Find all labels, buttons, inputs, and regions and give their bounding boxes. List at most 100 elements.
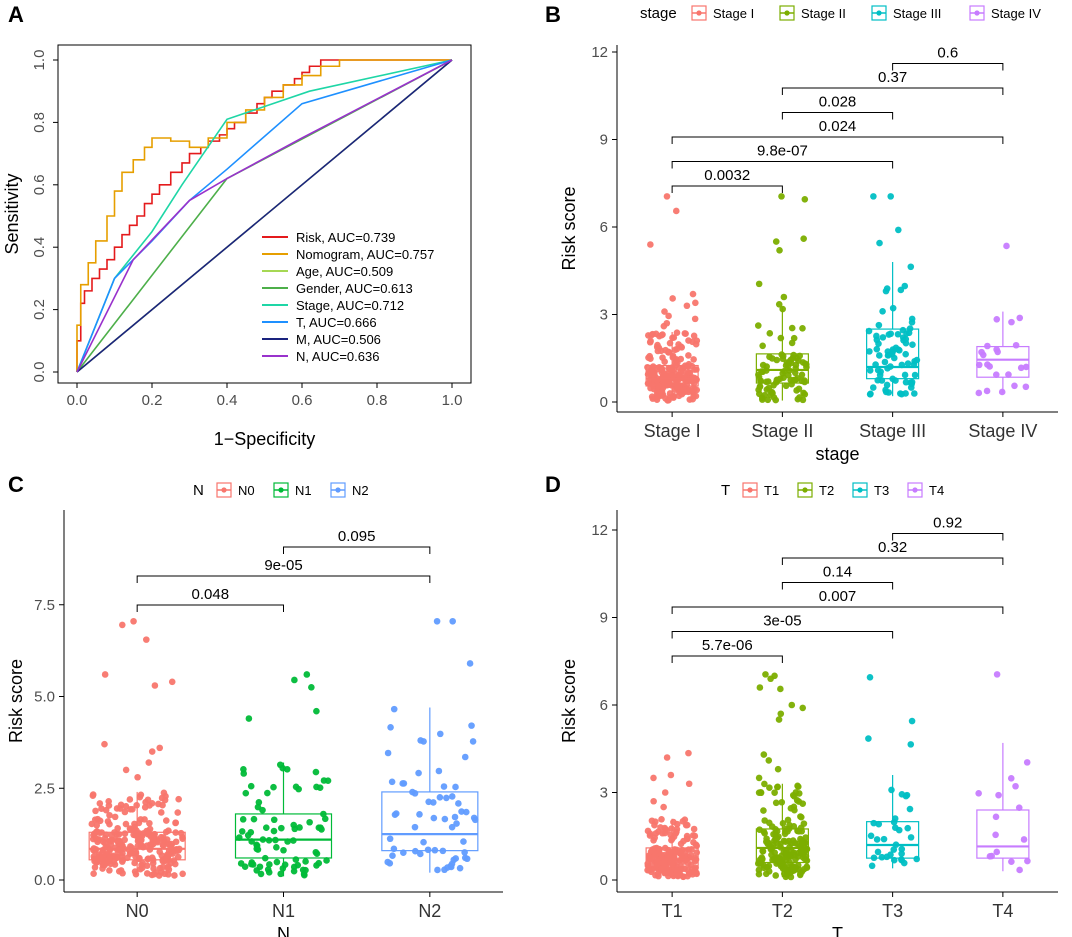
data-point (803, 863, 811, 871)
data-point (764, 396, 772, 404)
data-point (894, 330, 902, 338)
x-category-label: T2 (772, 901, 793, 921)
data-point (387, 724, 394, 731)
data-point (303, 671, 311, 678)
data-point (760, 751, 768, 758)
data-point (660, 322, 668, 330)
data-point (266, 861, 273, 868)
data-point (692, 864, 699, 872)
comparison-bracket (892, 63, 1004, 71)
data-point (975, 361, 983, 369)
data-point (668, 836, 675, 844)
legend-title: stage (640, 5, 677, 22)
y-tick-label: 9 (600, 610, 608, 627)
data-point (801, 377, 808, 384)
data-point (106, 853, 113, 860)
y-tick-label: 12 (591, 522, 608, 539)
data-point (765, 757, 773, 764)
comparison-bracket (671, 136, 1004, 144)
data-point (1016, 866, 1023, 874)
data-point (1012, 341, 1020, 349)
data-point (104, 818, 112, 825)
box-iqr (866, 328, 920, 380)
data-point (693, 366, 700, 373)
data-point (867, 390, 874, 398)
data-point (417, 737, 424, 744)
data-point (675, 364, 683, 372)
legend-label-gender: Gender, AUC=0.613 (296, 281, 413, 296)
data-point (254, 846, 262, 853)
data-point (777, 685, 784, 693)
data-point (131, 859, 138, 867)
data-point (692, 841, 700, 848)
data-point (660, 372, 668, 380)
x-category-label: N1 (272, 901, 295, 921)
p-value-label: 9.8e-07 (757, 143, 808, 160)
data-point (126, 796, 134, 803)
data-point (313, 783, 320, 791)
data-point (647, 337, 654, 345)
legend-key-point (747, 487, 753, 493)
data-point (106, 811, 113, 819)
y-axis-title: Risk score (559, 186, 579, 270)
data-point (781, 830, 789, 838)
data-point (652, 830, 660, 837)
data-point (794, 853, 802, 860)
data-point (779, 369, 786, 377)
data-point (659, 391, 667, 399)
data-point (904, 360, 912, 367)
data-point (175, 795, 182, 803)
p-value-label: 3e-05 (763, 613, 801, 630)
data-point (302, 858, 309, 865)
data-point (774, 765, 782, 773)
data-point (761, 817, 769, 824)
data-point (121, 836, 128, 844)
x-category-label: T4 (992, 901, 1013, 921)
data-point (94, 836, 101, 843)
data-point (273, 844, 280, 851)
data-point (784, 816, 792, 824)
data-point (760, 864, 768, 872)
data-point (775, 856, 783, 864)
data-point (469, 738, 477, 745)
box-iqr (976, 345, 1030, 378)
data-point (239, 816, 247, 823)
x-axis-title: stage (815, 444, 859, 464)
data-point (669, 295, 676, 302)
p-value-label: 0.32 (878, 539, 907, 556)
y-tick-label: 9 (600, 132, 608, 149)
data-point (644, 332, 652, 339)
legend-key-point (802, 487, 808, 493)
data-point (666, 869, 674, 876)
data-point (436, 730, 444, 738)
data-point (762, 870, 770, 878)
data-point (270, 783, 277, 791)
comparison-bracket (781, 557, 1004, 565)
data-point (758, 856, 766, 864)
data-point (909, 341, 916, 349)
data-point (669, 372, 676, 379)
data-point (774, 840, 781, 848)
x-tick-label: 0.2 (142, 392, 163, 409)
n-boxplot: 0.0 2.5 5.0 7.5 N0 N1 N2 N Risk score 0.048 9e-05 0… (6, 482, 503, 937)
data-point (164, 853, 171, 860)
data-point (116, 837, 123, 845)
data-point (270, 827, 278, 835)
data-point (791, 866, 799, 873)
data-point (868, 862, 876, 870)
data-point (993, 346, 1000, 353)
data-point (1003, 242, 1010, 250)
data-point (676, 870, 684, 878)
y-tick-label: 0.4 (31, 237, 48, 258)
data-point (689, 395, 697, 403)
data-point (1008, 318, 1015, 326)
x-category-label: T3 (882, 901, 903, 921)
data-point (765, 384, 773, 392)
y-tick-label: 0.8 (31, 112, 48, 133)
data-point (657, 347, 665, 355)
data-point (682, 388, 690, 395)
data-point (761, 780, 768, 788)
data-point (678, 850, 685, 858)
y-tick-label: 5.0 (34, 689, 55, 706)
data-point (801, 195, 809, 203)
